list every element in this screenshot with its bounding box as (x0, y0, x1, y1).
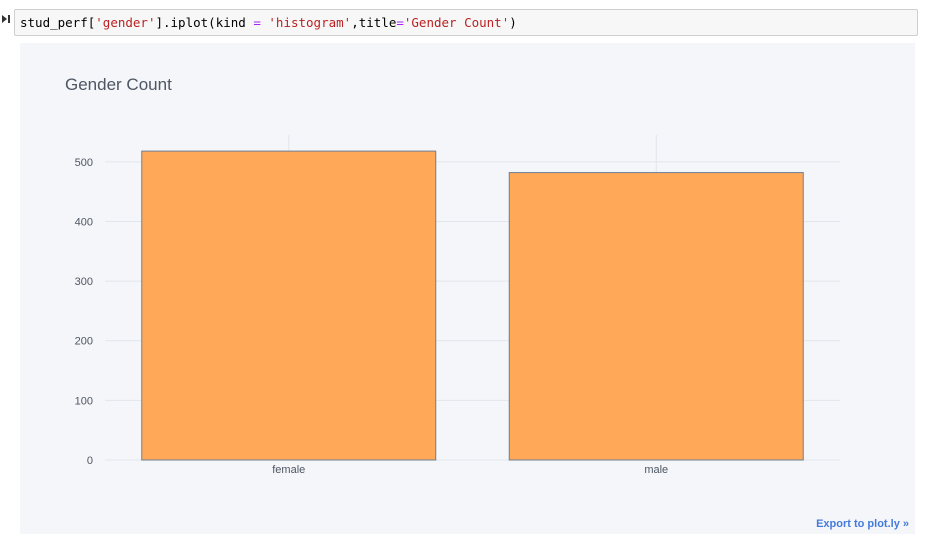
bar-female[interactable] (141, 150, 437, 461)
y-tick-label: 200 (75, 336, 93, 348)
x-tick-label: male (644, 464, 668, 476)
code-token: stud_perf[ (20, 15, 96, 30)
code-token: 'histogram' (268, 15, 352, 30)
run-cell-icon[interactable] (1, 14, 11, 24)
code-token: 'Gender Count' (403, 15, 510, 30)
bar-male[interactable] (508, 172, 804, 461)
code-token: ) (509, 15, 517, 30)
code-token: = (253, 15, 261, 30)
y-tick-label: 300 (75, 276, 93, 288)
x-tick-label: female (272, 464, 305, 476)
code-token: ,title (351, 15, 397, 30)
y-tick-label: 400 (75, 216, 93, 228)
code-token: = (396, 15, 404, 30)
bar-chart: Gender Count 0 100 200 300 400 500 female male (65, 75, 840, 476)
chart-title: Gender Count (65, 75, 172, 94)
y-tick-label: 0 (87, 455, 93, 467)
y-tick-label: 500 (75, 157, 93, 169)
plot-output: Gender Count 0 100 200 300 400 500 female male … (20, 43, 915, 534)
code-token: 'gender' (95, 15, 156, 30)
code-cell-input[interactable]: stud_perf['gender'].iplot(kind = 'histog… (14, 9, 918, 36)
export-to-plotly-link[interactable]: Export to plot.ly » (816, 518, 909, 530)
code-token: ].iplot(kind (155, 15, 254, 30)
y-tick-label: 100 (75, 395, 93, 407)
